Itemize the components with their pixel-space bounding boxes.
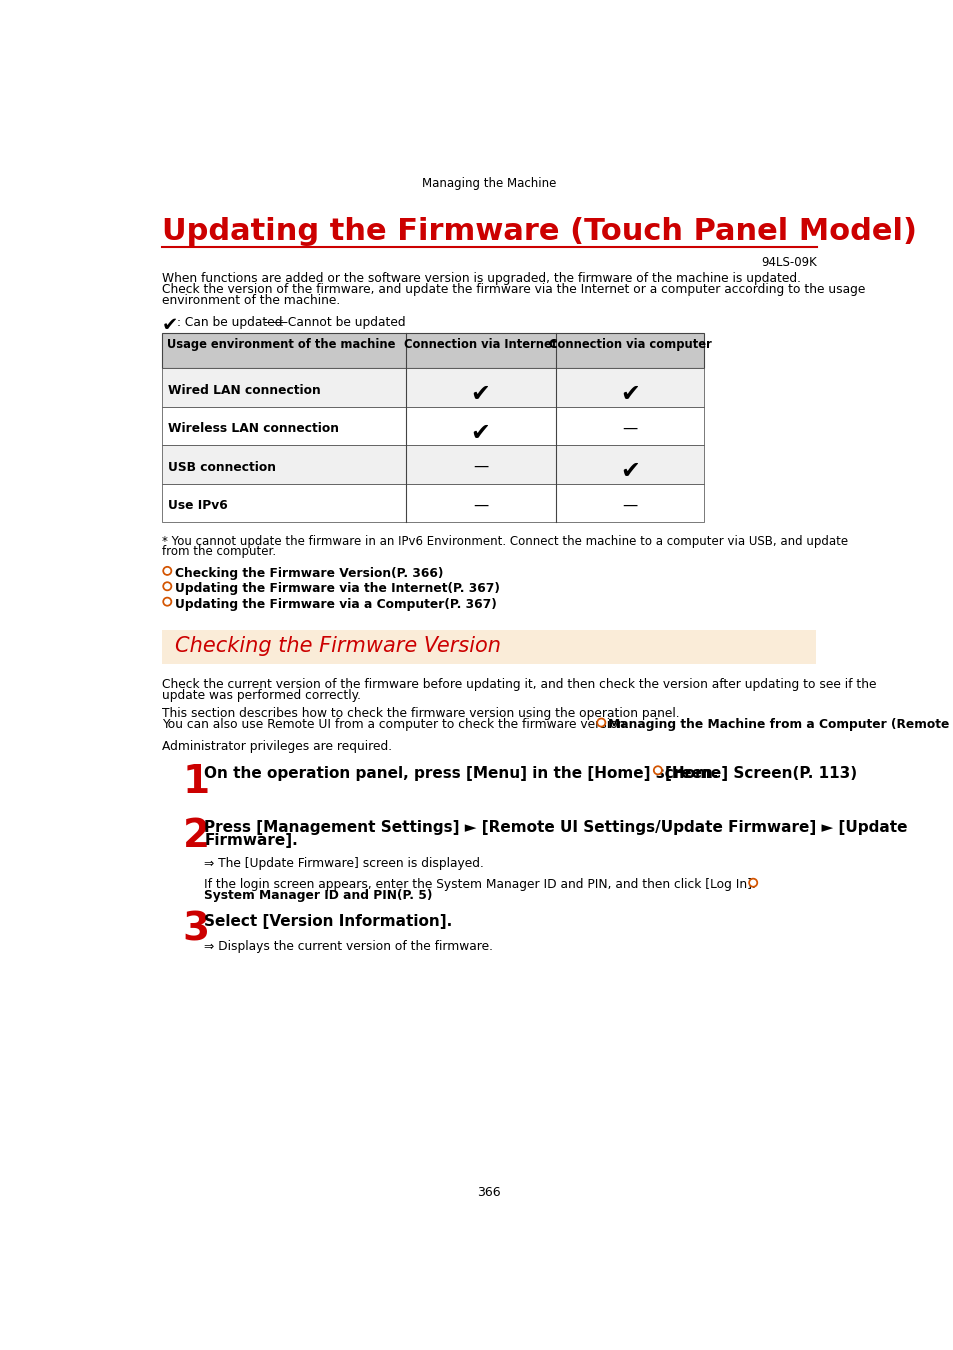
Text: Updating the Firmware (Touch Panel Model): Updating the Firmware (Touch Panel Model… [162, 217, 916, 247]
Text: You can also use Remote UI from a computer to check the firmware version.: You can also use Remote UI from a comput… [162, 718, 628, 730]
Text: [Home] Screen(P. 113): [Home] Screen(P. 113) [664, 765, 856, 780]
Circle shape [163, 567, 172, 575]
Text: ✔: ✔ [619, 459, 639, 483]
Text: —: — [473, 498, 488, 513]
Bar [162, 333, 703, 369]
Text: update was performed correctly.: update was performed correctly. [162, 688, 360, 702]
Text: 1: 1 [183, 763, 210, 801]
Text: ✔: ✔ [470, 421, 490, 444]
Circle shape [163, 598, 172, 606]
Text: Usage environment of the machine: Usage environment of the machine [167, 338, 395, 351]
Circle shape [165, 568, 170, 574]
Text: Updating the Firmware via the Internet(P. 367): Updating the Firmware via the Internet(P… [174, 582, 499, 595]
Bar [162, 483, 703, 522]
Circle shape [598, 720, 603, 725]
Text: This section describes how to check the firmware version using the operation pan: This section describes how to check the … [162, 707, 679, 720]
Text: USB connection: USB connection [168, 460, 275, 474]
Text: System Manager ID and PIN(P. 5): System Manager ID and PIN(P. 5) [204, 888, 433, 902]
Text: ✔: ✔ [162, 316, 178, 335]
Text: from the computer.: from the computer. [162, 545, 275, 559]
Text: Press [Management Settings] ► [Remote UI Settings/Update Firmware] ► [Update: Press [Management Settings] ► [Remote UI… [204, 819, 907, 834]
Circle shape [653, 765, 661, 775]
Text: Updating the Firmware via a Computer(P. 367): Updating the Firmware via a Computer(P. … [174, 598, 497, 610]
Text: Check the version of the firmware, and update the firmware via the Internet or a: Check the version of the firmware, and u… [162, 284, 864, 296]
Bar [162, 446, 703, 483]
Circle shape [165, 583, 170, 589]
Text: * You cannot update the firmware in an IPv6 Environment. Connect the machine to : * You cannot update the firmware in an I… [162, 535, 847, 548]
Text: Wireless LAN connection: Wireless LAN connection [168, 423, 338, 435]
Text: 3: 3 [183, 910, 210, 949]
Text: Use IPv6: Use IPv6 [168, 500, 228, 512]
Text: When functions are added or the software version is upgraded, the firmware of th: When functions are added or the software… [162, 273, 800, 285]
Circle shape [750, 880, 755, 886]
Text: 2: 2 [183, 817, 210, 855]
Text: Managing the Machine: Managing the Machine [421, 177, 556, 190]
Text: Firmware].: Firmware]. [204, 833, 298, 848]
Circle shape [597, 718, 605, 726]
Text: Wired LAN connection: Wired LAN connection [168, 383, 320, 397]
Text: —: — [621, 421, 637, 436]
Bar [162, 406, 703, 446]
Bar [162, 369, 703, 406]
Text: : Cannot be updated: : Cannot be updated [280, 316, 406, 329]
Text: : Can be updated: : Can be updated [176, 316, 282, 329]
Text: Check the current version of the firmware before updating it, and then check the: Check the current version of the firmwar… [162, 678, 876, 691]
Circle shape [748, 879, 757, 887]
Text: environment of the machine.: environment of the machine. [162, 294, 340, 306]
Text: ⇒ The [Update Firmware] screen is displayed.: ⇒ The [Update Firmware] screen is displa… [204, 856, 484, 869]
Bar [162, 630, 815, 664]
Text: ⇒ Displays the current version of the firmware.: ⇒ Displays the current version of the fi… [204, 940, 493, 953]
Text: Checking the Firmware Version: Checking the Firmware Version [174, 636, 500, 656]
Text: ✔: ✔ [470, 382, 490, 406]
Text: —: — [621, 498, 637, 513]
Circle shape [655, 768, 659, 772]
Circle shape [163, 582, 172, 590]
Text: If the login screen appears, enter the System Manager ID and PIN, and then click: If the login screen appears, enter the S… [204, 878, 756, 891]
Text: Managing the Machine from a Computer (Remote UI)(P. 349): Managing the Machine from a Computer (Re… [608, 718, 953, 730]
Circle shape [165, 599, 170, 605]
Text: ✔: ✔ [619, 382, 639, 406]
Text: ——: —— [263, 316, 288, 329]
Text: 94LS-09K: 94LS-09K [760, 256, 816, 269]
Text: Select [Version Information].: Select [Version Information]. [204, 914, 453, 929]
Text: —: — [473, 459, 488, 474]
Text: Checking the Firmware Version(P. 366): Checking the Firmware Version(P. 366) [174, 567, 443, 580]
Text: 366: 366 [476, 1187, 500, 1199]
Text: Connection via Internet: Connection via Internet [403, 338, 557, 351]
Text: Connection via computer: Connection via computer [548, 338, 711, 351]
Text: On the operation panel, press [Menu] in the [Home] screen.: On the operation panel, press [Menu] in … [204, 765, 719, 780]
Text: Administrator privileges are required.: Administrator privileges are required. [162, 740, 392, 752]
